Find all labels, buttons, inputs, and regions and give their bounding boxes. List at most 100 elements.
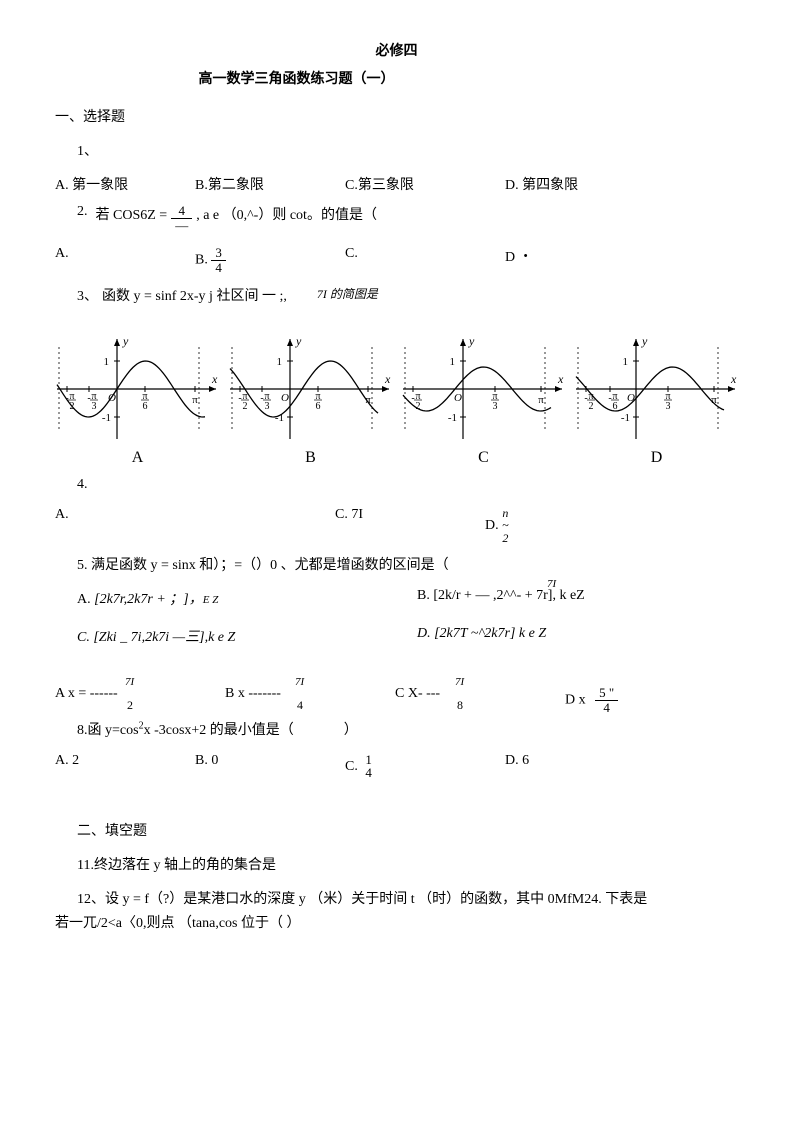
svg-text:π: π <box>538 394 544 406</box>
question-4-options: A. C. 7I D. n~2 <box>55 507 738 545</box>
svg-text:-1: -1 <box>275 412 284 424</box>
q2-num: 2. <box>77 204 88 220</box>
q1-opt-a: A. 第一象限 <box>55 174 195 194</box>
q8-opt-d: D. 6 <box>505 753 655 780</box>
svg-text:x: x <box>730 372 737 386</box>
q2-opt-b: B. 34 <box>195 246 345 274</box>
q7-opt-d: D x 5 "4 <box>565 686 685 714</box>
svg-text:1: 1 <box>277 356 283 368</box>
q4-opt-c: C. 7I <box>335 507 485 545</box>
question-extra: 若一兀/2<a〈0,则点 （tana,cos 位于（ ） <box>55 912 738 932</box>
q7-opt-c: 7I C X- --- 8 <box>395 686 565 714</box>
q4-opt-a: A. <box>55 507 335 545</box>
svg-text:6: 6 <box>143 401 148 412</box>
svg-text:2: 2 <box>589 401 594 412</box>
q5-opt-c: C. [Zki _ 7i,2k7i —三],k e Z <box>77 626 417 646</box>
svg-text:y: y <box>641 335 648 348</box>
svg-text:3: 3 <box>265 401 270 412</box>
q2-opt-c: C. <box>345 246 505 274</box>
question-11: 11.终边落在 y 轴上的角的集合是 <box>77 854 738 874</box>
svg-text:-1: -1 <box>448 412 457 424</box>
q8-opt-b: B. 0 <box>195 753 345 780</box>
q5-opt-d: D. [2k7T ~^2k7r] k e Z <box>417 626 546 646</box>
svg-text:-: - <box>238 393 241 404</box>
svg-text:1: 1 <box>104 356 110 368</box>
question-4: 4. <box>77 477 738 493</box>
question-2-options: A. B. 34 C. D ・ <box>55 246 738 274</box>
svg-text:x: x <box>557 372 564 386</box>
graph-label: D <box>574 449 739 467</box>
svg-text:3: 3 <box>92 401 97 412</box>
graph-b: 1 -1 y x O -π2-π3π6π B <box>228 335 393 467</box>
svg-text:1: 1 <box>450 356 456 368</box>
graph-label: B <box>228 449 393 467</box>
svg-text:O: O <box>627 392 635 404</box>
question-1-options: A. 第一象限 B.第二象限 C.第三象限 D. 第四象限 <box>55 174 738 194</box>
question-8-options: A. 2 B. 0 C. 14 D. 6 <box>55 753 738 780</box>
q4-opt-d: D. n~2 <box>485 507 509 545</box>
svg-text:y: y <box>468 335 475 348</box>
question-3: 3、 函数 y = sinf 2x-y j 社区间 一 ;, 7I 的简图是 <box>77 285 738 305</box>
q2-frac: 4— <box>171 204 192 232</box>
question-2: 2. 若 COS6Z = 4— , a e （0,^-）则 cot。的值是（ <box>77 204 738 232</box>
svg-text:π: π <box>711 394 717 406</box>
question-12: 12、设 y = f（?）是某港口水的深度 y （米）关于时间 t （时）的函数… <box>77 888 738 908</box>
q7-opt-a: 7I A x = ------ 2 <box>55 686 225 714</box>
question-5-opts-row2: C. [Zki _ 7i,2k7i —三],k e Z D. [2k7T ~^2… <box>77 626 738 646</box>
q1-opt-b: B.第二象限 <box>195 174 345 194</box>
svg-text:x: x <box>211 372 218 386</box>
svg-text:3: 3 <box>493 401 498 412</box>
svg-text:2: 2 <box>416 401 421 412</box>
svg-text:O: O <box>454 392 462 404</box>
question-5-opts-row1: A. [2k7r,2k7r + ；]，E Z 7IB. [2k/r + — ,2… <box>77 588 738 608</box>
svg-text:-1: -1 <box>621 412 630 424</box>
q2-text-1: 若 COS6Z = <box>96 204 168 224</box>
section-2-heading: 二、填空题 <box>77 820 738 840</box>
svg-text:x: x <box>384 372 391 386</box>
module-title: 必修四 <box>55 40 738 60</box>
svg-text:-: - <box>260 393 263 404</box>
svg-text:π: π <box>192 394 198 406</box>
q2-text-2: , a e （0,^-）则 cot。的值是（ <box>196 204 377 224</box>
svg-text:π: π <box>365 394 371 406</box>
section-1-heading: 一、选择题 <box>55 106 738 126</box>
q2-opt-d: D ・ <box>505 246 655 274</box>
q1-opt-c: C.第三象限 <box>345 174 505 194</box>
q3-tail: 7I 的简图是 <box>317 285 378 302</box>
q7-opt-b: 7I B x ------- 4 <box>225 686 395 714</box>
svg-text:-: - <box>411 393 414 404</box>
svg-text:2: 2 <box>243 401 248 412</box>
svg-text:y: y <box>122 335 129 348</box>
question-8: 8.函 y=cos2x -3cosx+2 的最小值是（） <box>77 719 738 739</box>
svg-text:6: 6 <box>613 401 618 412</box>
question-7-options: 7I A x = ------ 2 7I B x ------- 4 7I C … <box>55 686 738 714</box>
q8-opt-c: C. 14 <box>345 753 505 780</box>
svg-text:-: - <box>608 393 611 404</box>
svg-text:-1: -1 <box>102 412 111 424</box>
graph-d: 1 -1 y x O -π2-π6π3π D <box>574 335 739 467</box>
svg-text:6: 6 <box>316 401 321 412</box>
svg-text:y: y <box>295 335 302 348</box>
svg-text:2: 2 <box>70 401 75 412</box>
graph-label: C <box>401 449 566 467</box>
q2-opt-a: A. <box>55 246 195 274</box>
q5-opt-b: 7IB. [2k/r + — ,2^^- + 7r], k eZ <box>417 588 585 608</box>
svg-text:O: O <box>281 392 289 404</box>
svg-text:-: - <box>87 393 90 404</box>
q5-opt-a: A. [2k7r,2k7r + ；]，E Z <box>77 588 417 608</box>
question-5: 5. 满足函数 y = sinx 和）；=（）0 、尤都是增函数的区间是（ <box>77 554 738 574</box>
q8-opt-a: A. 2 <box>55 753 195 780</box>
question-1: 1、 <box>77 140 738 160</box>
svg-text:1: 1 <box>623 356 629 368</box>
graph-c: 1 -1 y x O -π2π3π C <box>401 335 566 467</box>
q1-opt-d: D. 第四象限 <box>505 174 655 194</box>
graph-options: 1 -1 y x O -π2-π3π6π A 1 -1 y x O -π2-π3… <box>55 335 738 467</box>
svg-text:-: - <box>65 393 68 404</box>
svg-text:-: - <box>584 393 587 404</box>
q3-num: 3、 <box>77 285 98 305</box>
worksheet-title: 高一数学三角函数练习题（一） <box>55 68 738 88</box>
graph-a: 1 -1 y x O -π2-π3π6π A <box>55 335 220 467</box>
q3-text: 函数 y = sinf 2x-y j 社区间 一 ;, <box>102 285 287 305</box>
svg-text:O: O <box>108 392 116 404</box>
graph-label: A <box>55 449 220 467</box>
